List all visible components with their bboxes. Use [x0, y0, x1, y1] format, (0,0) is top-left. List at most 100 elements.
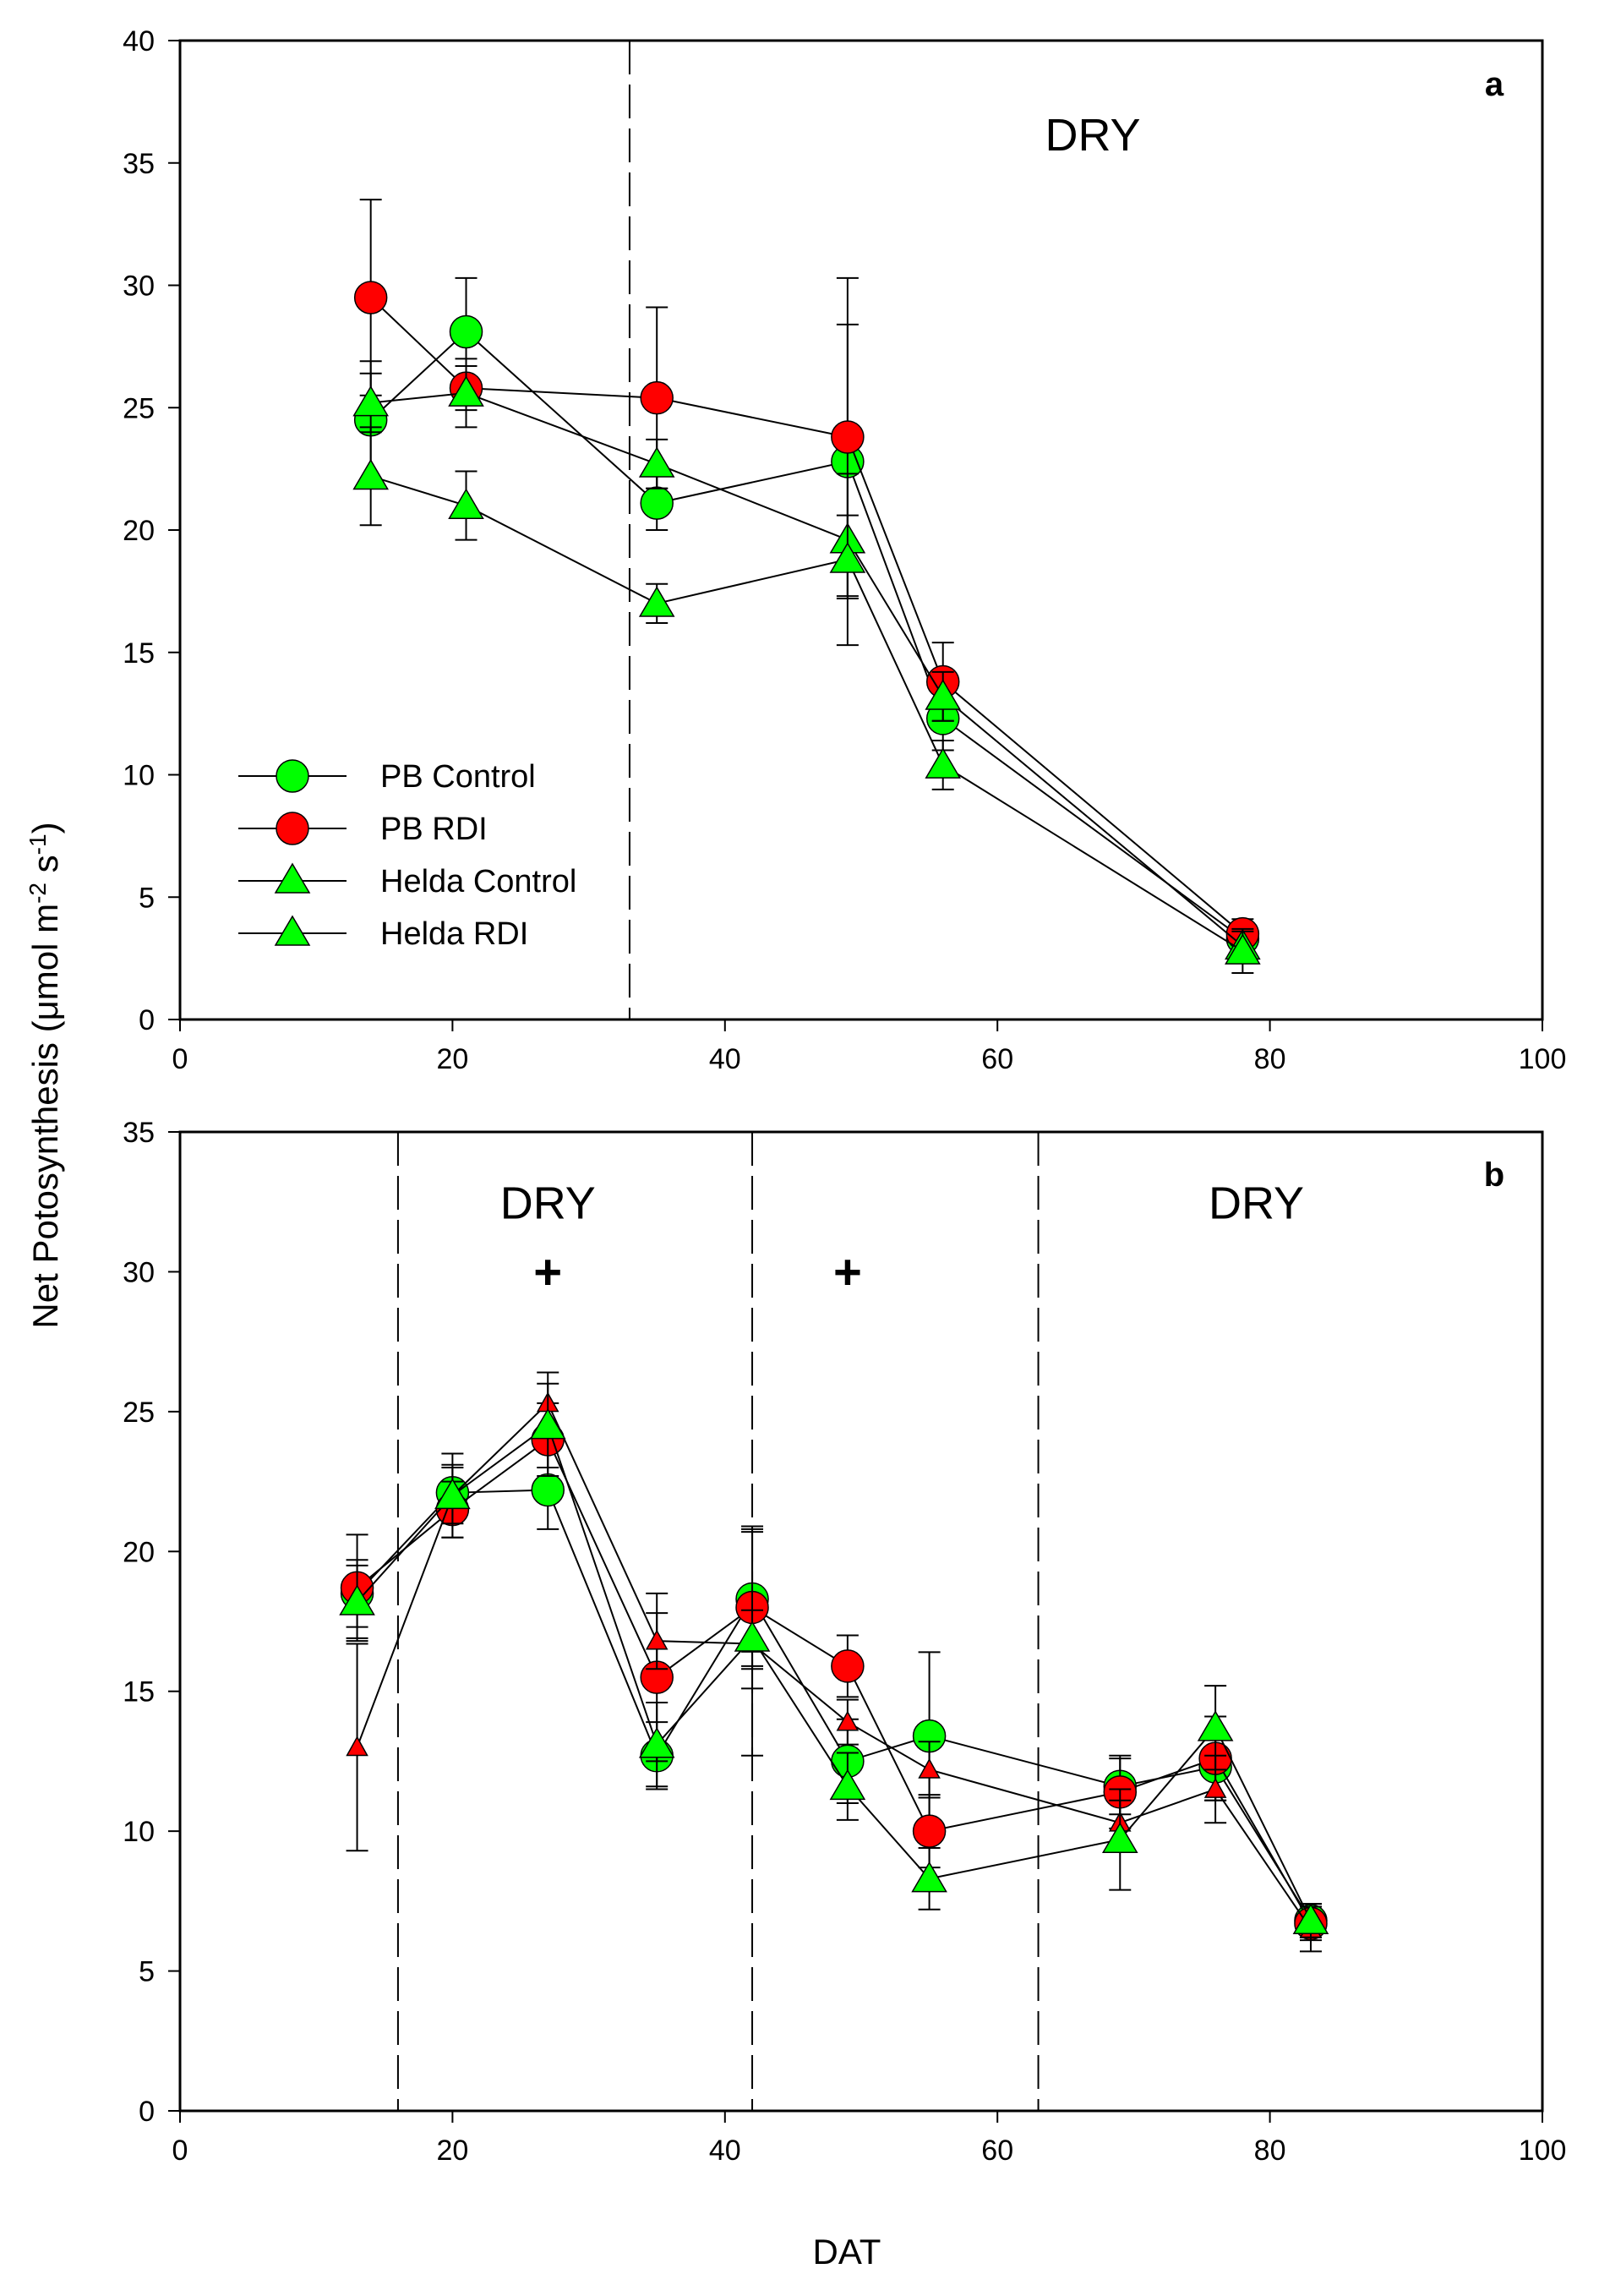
legend-entry-pb-rdi: PB RDI	[238, 812, 488, 847]
panel-b-x-tick-label: 80	[1254, 2135, 1286, 2167]
panel-a-series-helda-rdi	[352, 426, 1261, 974]
legend-label-pb-rdi: PB RDI	[380, 812, 488, 847]
panel-b-point-helda-rdi	[1292, 1903, 1329, 1934]
panel-a-x-tick-label: 40	[709, 1043, 741, 1075]
panel-b-point-helda-rdi	[911, 1861, 947, 1893]
panel-a-point-pb-rdi	[831, 420, 865, 454]
panel-a-y-tick-label: 5	[139, 882, 155, 914]
panel-a-series-pb-rdi	[353, 199, 1260, 951]
y-axis-title: Net Potosynthesis (μmol m-2 s-1)	[25, 822, 65, 1328]
panel-a-point-helda-rdi	[352, 458, 389, 490]
panel-a-series-pb-control	[353, 276, 1260, 956]
legend-label-helda-control: Helda Control	[380, 864, 576, 899]
panel-a-y-tick-label: 35	[123, 148, 155, 180]
panel-b-y-tick-label: 0	[139, 2096, 155, 2128]
panel-letter-a: a	[1485, 66, 1504, 103]
panel-b-point-pb-rdi	[831, 1649, 865, 1683]
legend-marker-pb-control	[276, 759, 309, 793]
panel-a-point-helda-rdi	[925, 747, 962, 779]
panel-b-point-pb-control	[531, 1473, 565, 1507]
panel-b: b 0 20 40 60 80 100 0 5 10 15 20 25 30 35 DRY DRY + +	[123, 1117, 1566, 2167]
panel-a-line-helda-control	[370, 391, 1243, 947]
panel-a-x-tick-label: 0	[172, 1043, 188, 1075]
x-axis-title: DAT	[813, 2232, 881, 2271]
panel-a-point-helda-control	[448, 375, 484, 407]
panel-b-line-pb-rdi	[356, 1438, 1312, 1924]
panel-b-point-helda-control	[918, 1758, 941, 1779]
legend-entry-helda-rdi: Helda RDI	[238, 915, 528, 952]
panel-a-point-helda-rdi	[1225, 933, 1261, 965]
legend-entry-pb-control: PB Control	[238, 759, 536, 795]
panel-a-y-tick-label: 15	[123, 637, 155, 670]
panel-b-x-tick-label: 40	[709, 2135, 741, 2167]
panel-b-point-helda-rdi	[638, 1727, 675, 1758]
legend-label-pb-control: PB Control	[380, 759, 536, 795]
legend-label-helda-rdi: Helda RDI	[380, 916, 528, 952]
panel-a-x-tick-label: 60	[981, 1043, 1013, 1075]
legend-marker-pb-rdi	[276, 812, 309, 845]
panel-b-point-helda-rdi	[734, 1621, 771, 1652]
panel-b-dry-label: DRY	[1209, 1178, 1304, 1229]
panel-a-y-tick-label: 10	[123, 760, 155, 792]
panel-b-significance-marker: +	[533, 1244, 562, 1299]
panel-b-x-tick-label: 20	[436, 2135, 468, 2167]
panel-a-line-pb-rdi	[369, 297, 1244, 935]
panel-b-point-helda-rdi	[1197, 1710, 1234, 1741]
panel-a-point-helda-rdi	[448, 488, 484, 519]
panel-a-point-helda-control	[925, 679, 962, 710]
panel-a-point-helda-rdi	[829, 542, 866, 573]
panel-b-point-helda-rdi	[1101, 1822, 1138, 1854]
panel-a-x-tick-label: 20	[436, 1043, 468, 1075]
panel-b-y-tick-label: 15	[123, 1676, 155, 1708]
panel-b-line-pb-control	[356, 1489, 1312, 1922]
panel-a-dry-label: DRY	[1045, 110, 1141, 161]
panel-a-point-helda-control	[638, 446, 675, 478]
panel-a-y-tick-label: 30	[123, 271, 155, 303]
panel-b-y-tick-label: 25	[123, 1397, 155, 1429]
panel-b-line-helda-control	[356, 1402, 1312, 1930]
panel-b-dry-label: DRY	[500, 1178, 596, 1229]
panel-a-y-tick-label: 25	[123, 392, 155, 424]
panel-a-line-pb-control	[370, 331, 1243, 940]
panel-b-y-tick-label: 30	[123, 1256, 155, 1288]
panel-a-x-tick-label: 80	[1254, 1043, 1286, 1075]
panel-b-point-helda-rdi	[529, 1408, 566, 1440]
panel-a-line-helda-rdi	[370, 475, 1243, 952]
panel-b-point-helda-rdi	[339, 1584, 375, 1615]
panel-b-y-tick-label: 35	[123, 1117, 155, 1149]
panel-b-x-tick-label: 60	[981, 2135, 1013, 2167]
legend: PB Control PB RDI Helda Control Helda RD…	[238, 759, 576, 952]
panel-b-point-helda-rdi	[434, 1478, 471, 1510]
panel-a-point-pb-rdi	[640, 380, 674, 415]
panel-b-significance-marker: +	[833, 1244, 862, 1299]
panel-b-x-tick-label: 100	[1519, 2135, 1567, 2167]
panel-b-point-helda-control	[836, 1710, 860, 1731]
panel-a-point-helda-rdi	[638, 586, 675, 617]
panel-b-point-helda-control	[1203, 1777, 1227, 1798]
legend-marker-helda-rdi	[274, 915, 311, 946]
panel-a: a PB Control PB RDI Helda Control Helda …	[123, 25, 1566, 1075]
panel-letter-b: b	[1484, 1156, 1504, 1194]
panel-b-series-pb-rdi	[340, 1402, 1328, 1942]
plot-frame-b	[178, 1130, 1544, 2113]
panel-a-point-pb-rdi	[353, 281, 388, 314]
panel-b-series-pb-control	[340, 1450, 1328, 1938]
panel-a-y-tick-label: 20	[123, 515, 155, 547]
legend-entry-helda-control: Helda Control	[238, 862, 576, 899]
panel-a-y-tick-label: 40	[123, 25, 155, 57]
panel-a-point-helda-control	[352, 385, 389, 417]
panel-b-x-tick-label: 0	[172, 2135, 188, 2167]
panel-b-y-tick-label: 5	[139, 1956, 155, 1988]
panel-a-point-pb-control	[449, 314, 483, 349]
panel-b-point-helda-rdi	[829, 1768, 866, 1801]
panel-b-line-helda-rdi	[356, 1424, 1312, 1922]
panel-b-series-helda-rdi	[339, 1382, 1329, 1938]
panel-b-point-pb-rdi	[912, 1814, 947, 1848]
panel-b-y-tick-label: 10	[123, 1816, 155, 1848]
panel-b-point-helda-control	[645, 1629, 669, 1650]
panel-a-point-pb-control	[640, 486, 674, 520]
panel-a-x-tick-label: 100	[1519, 1043, 1567, 1075]
panel-b-y-tick-label: 20	[123, 1536, 155, 1568]
panel-a-y-tick-label: 0	[139, 1004, 155, 1036]
